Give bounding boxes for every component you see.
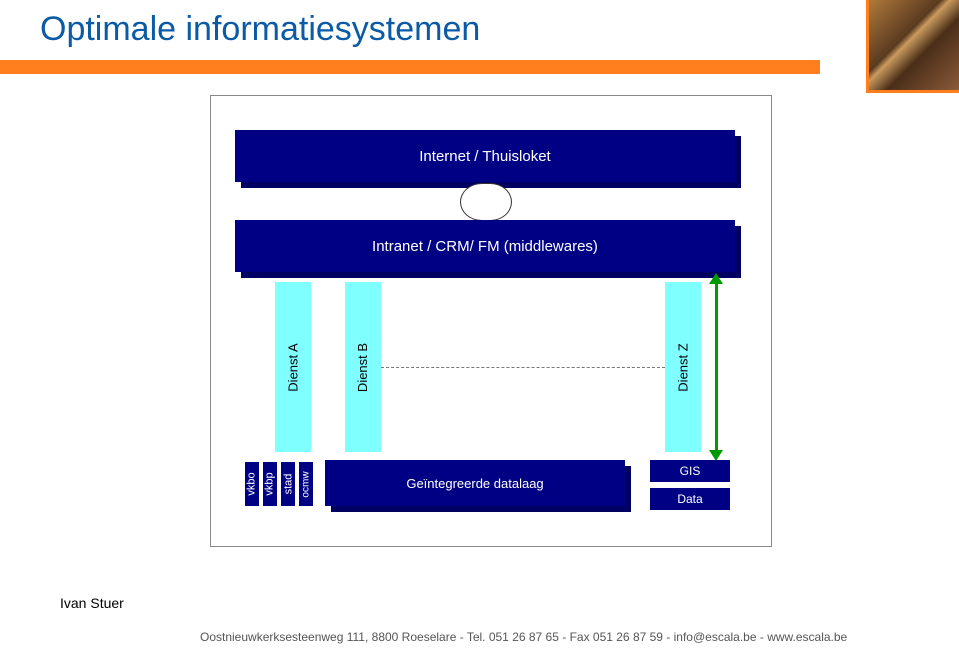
layer-internet-thuisloket: Internet / Thuisloket (235, 130, 735, 182)
connector-oval (460, 183, 512, 221)
corner-escalator-photo (866, 0, 959, 93)
column-dienst-a-label: Dienst A (286, 343, 301, 391)
orange-divider-bar (0, 60, 820, 74)
footer-contact: Oostnieuwkerksesteenweg 111, 8800 Roesel… (200, 630, 847, 644)
dashed-connector-line (381, 367, 665, 368)
small-column-stad-label: stad (282, 474, 294, 495)
column-dienst-b: Dienst B (345, 282, 381, 452)
side-box-data: Data (650, 488, 730, 510)
column-dienst-z: Dienst Z (665, 282, 701, 452)
layer-intranet-label: Intranet / CRM/ FM (middlewares) (372, 238, 598, 255)
side-box-gis-label: GIS (680, 464, 701, 478)
small-column-vkbp: vkbp (263, 462, 277, 506)
column-dienst-a: Dienst A (275, 282, 311, 452)
slide-root: Optimale informatiesystemen Internet / T… (0, 0, 959, 663)
small-column-vkbp-label: vkbp (264, 472, 276, 495)
small-column-ocmw: ocmw (299, 462, 313, 506)
side-box-data-label: Data (677, 492, 702, 506)
green-arrow-head-up (709, 273, 723, 284)
small-column-vkbo: vkbo (245, 462, 259, 506)
layer-internet-label: Internet / Thuisloket (419, 148, 550, 165)
page-title: Optimale informatiesystemen (40, 10, 480, 49)
green-double-arrow-line (715, 282, 718, 452)
column-dienst-z-label: Dienst Z (676, 343, 691, 391)
author-name: Ivan Stuer (60, 595, 124, 611)
small-column-stad: stad (281, 462, 295, 506)
side-box-gis: GIS (650, 460, 730, 482)
small-column-ocmw-label: ocmw (301, 471, 312, 497)
layer-integrated-data: Geïntegreerde datalaag (325, 460, 625, 506)
small-column-vkbo-label: vkbo (246, 472, 258, 495)
column-dienst-b-label: Dienst B (356, 342, 371, 391)
layer-intranet-middlewares: Intranet / CRM/ FM (middlewares) (235, 220, 735, 272)
layer-integrated-data-label: Geïntegreerde datalaag (406, 476, 543, 491)
